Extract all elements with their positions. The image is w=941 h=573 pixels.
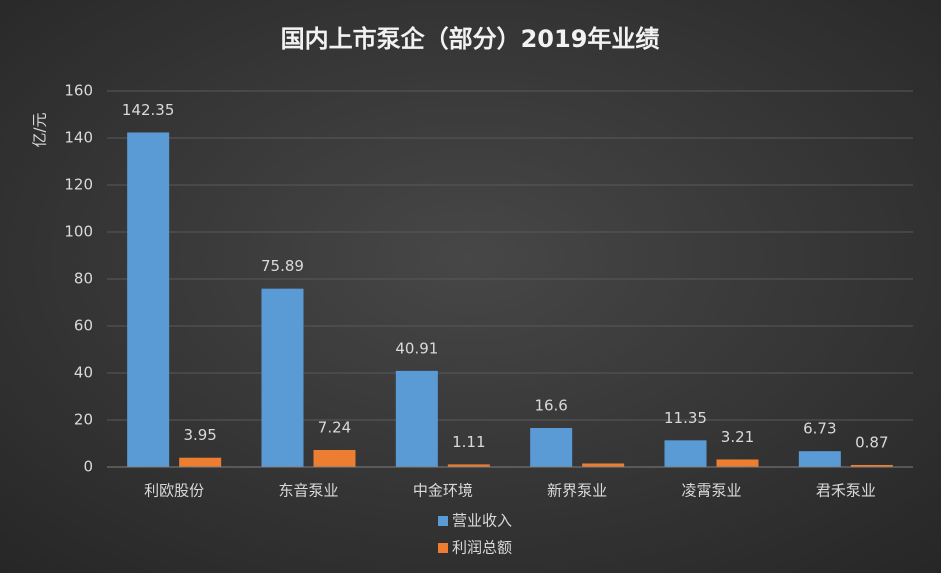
bar: [582, 463, 625, 467]
bar: [447, 464, 490, 467]
y-tick-label: 40: [74, 364, 93, 382]
chart-title: 国内上市泵企（部分）2019年业绩: [281, 25, 660, 53]
legend-label: 营业收入: [452, 512, 512, 530]
legend-swatch: [438, 516, 448, 526]
y-tick-label: 60: [74, 317, 93, 335]
bar: [261, 288, 304, 467]
x-tick-label: 中金环境: [413, 482, 473, 500]
legend-label: 利润总额: [452, 539, 512, 557]
value-label: 16.6: [534, 396, 567, 414]
y-tick-label: 80: [74, 270, 93, 288]
value-label: 1.11: [452, 433, 485, 451]
bar: [179, 457, 222, 467]
legend-swatch: [438, 543, 448, 553]
bar: [850, 464, 893, 467]
bar: [716, 459, 759, 467]
bar: [395, 370, 438, 467]
bar: [127, 132, 170, 468]
x-tick-label: 东音泵业: [278, 482, 338, 500]
y-tick-label: 160: [64, 82, 93, 100]
y-axis-label: 亿/元: [31, 112, 49, 147]
x-tick-label: 利欧股份: [144, 482, 204, 500]
y-tick-label: 0: [83, 458, 93, 476]
value-label: 75.89: [261, 257, 304, 275]
bar: [530, 427, 573, 467]
value-label: 0.87: [855, 433, 888, 451]
value-label: 3.95: [183, 426, 216, 444]
y-tick-label: 140: [64, 129, 93, 147]
bar: [664, 440, 707, 467]
y-tick-label: 120: [64, 176, 93, 194]
x-tick-label: 凌霄泵业: [681, 482, 741, 500]
x-tick-label: 君禾泵业: [816, 482, 876, 500]
y-tick-label: 100: [64, 223, 93, 241]
bar: [798, 451, 841, 467]
value-label: 11.35: [664, 409, 707, 427]
value-label: 40.91: [395, 339, 438, 357]
value-label: 3.21: [721, 428, 754, 446]
value-label: 7.24: [318, 418, 351, 436]
y-tick-label: 20: [74, 411, 93, 429]
value-label: 142.35: [122, 101, 175, 119]
bar: [313, 449, 356, 467]
value-label: 6.73: [803, 420, 836, 438]
x-tick-label: 新界泵业: [547, 482, 607, 500]
